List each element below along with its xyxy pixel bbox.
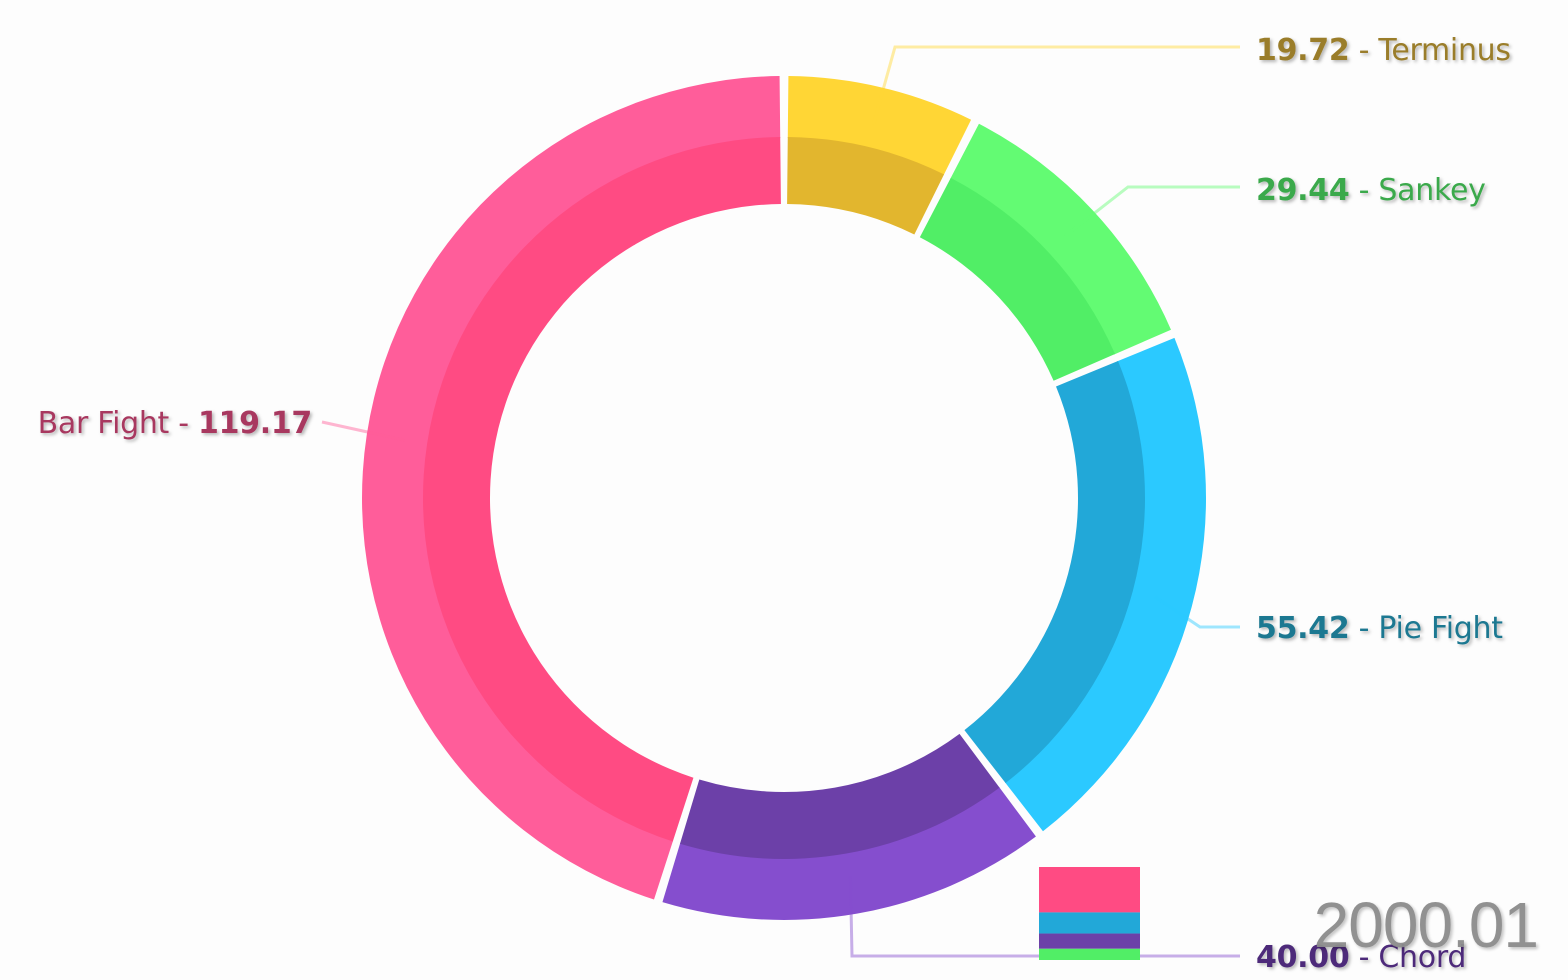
slice-label-terminus: 19.72 - Terminus: [1256, 33, 1511, 68]
leader-line-bar-fight: [321, 420, 405, 442]
slice-value-terminus: 19.72: [1256, 33, 1349, 68]
time-readout: 2000.01: [1313, 889, 1539, 961]
slice-terminus-inner[interactable]: [787, 137, 945, 235]
slice-label-sankey: 29.44 - Sankey: [1256, 173, 1486, 208]
slice-chord-inner[interactable]: [680, 733, 1000, 860]
slice-value-pie-fight: 55.42: [1256, 611, 1349, 646]
slice-sankey-outer[interactable]: [950, 123, 1171, 355]
slice-sankey-inner[interactable]: [919, 177, 1116, 381]
slice-name-terminus: Terminus: [1377, 33, 1510, 68]
slice-chord-outer[interactable]: [662, 786, 1036, 920]
slice-value-sankey: 29.44: [1256, 173, 1349, 208]
stacked-legend-bar: [1039, 867, 1140, 960]
slice-pie-fight-outer[interactable]: [1004, 337, 1206, 832]
leader-line-sankey: [1063, 185, 1240, 238]
slice-value-chord: 40.00: [1256, 940, 1349, 975]
slice-bar-fight-outer[interactable]: [361, 76, 781, 900]
slice-labels: 19.72 - Terminus 29.44 - Sankey 55.42 - Pi…: [38, 33, 1511, 975]
leader-line-pie-fight: [1154, 595, 1240, 629]
slice-name-chord: Chord: [1378, 940, 1466, 975]
legend-segment-pie-fight: [1039, 912, 1140, 934]
slice-pie-fight-inner[interactable]: [964, 361, 1145, 784]
slice-label-bar-fight: Bar Fight - 119.17: [38, 406, 312, 441]
leader-line-terminus: [871, 45, 1240, 125]
slice-name-bar-fight: Bar Fight: [38, 406, 170, 441]
slice-value-bar-fight: 119.17: [198, 406, 312, 441]
legend-segment-bar-fight: [1039, 867, 1140, 913]
slice-terminus-outer[interactable]: [787, 76, 972, 176]
slice-bar-fight-inner[interactable]: [423, 137, 781, 842]
legend-segment-chord: [1039, 933, 1140, 949]
legend-segment-sankey: [1039, 948, 1140, 960]
slice-label-chord: 40.00 - Chord: [1256, 940, 1466, 975]
slice-name-sankey: Sankey: [1378, 173, 1485, 208]
slice-name-pie-fight: Pie Fight: [1378, 611, 1503, 646]
slice-label-pie-fight: 55.42 - Pie Fight: [1256, 611, 1503, 646]
donut-slices: [361, 76, 1206, 920]
